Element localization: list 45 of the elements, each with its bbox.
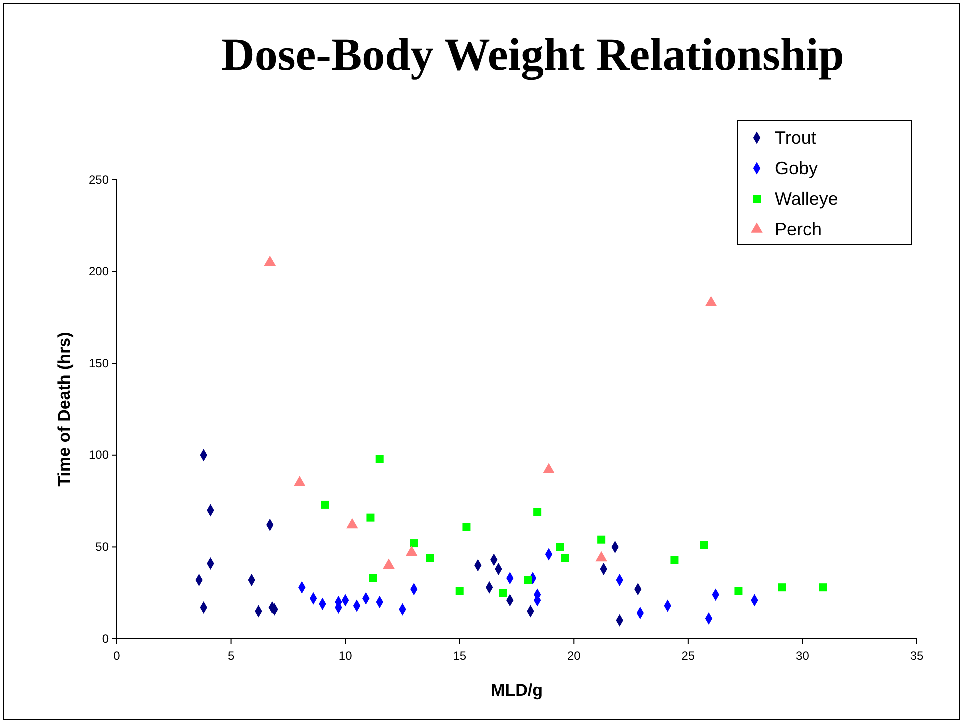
point bbox=[778, 584, 786, 592]
x-tick-label: 25 bbox=[682, 649, 696, 664]
legend-label: Goby bbox=[775, 158, 818, 178]
x-tick-label: 10 bbox=[338, 649, 353, 664]
y-tick-label: 50 bbox=[96, 540, 110, 554]
point bbox=[819, 584, 828, 592]
x-tick-label: 5 bbox=[228, 649, 235, 664]
point bbox=[264, 256, 276, 266]
point bbox=[556, 543, 564, 552]
point bbox=[366, 514, 375, 522]
point bbox=[346, 518, 358, 529]
point bbox=[456, 587, 464, 596]
y-tick-label: 200 bbox=[88, 264, 110, 279]
point bbox=[700, 541, 708, 550]
legend-label: Trout bbox=[775, 128, 816, 148]
point bbox=[561, 554, 569, 562]
point bbox=[705, 296, 718, 306]
y-tick-label: 100 bbox=[88, 448, 110, 462]
point bbox=[462, 523, 471, 532]
x-tick-label: 30 bbox=[796, 649, 810, 664]
y-tick-label: 250 bbox=[88, 172, 110, 187]
chart-title: Dose-Body Weight Relationship bbox=[222, 29, 844, 81]
point bbox=[426, 554, 434, 562]
point bbox=[543, 463, 555, 474]
y-tick-label: 0 bbox=[102, 632, 110, 646]
point bbox=[369, 574, 377, 582]
point bbox=[294, 476, 306, 486]
x-tick-label: 35 bbox=[910, 649, 924, 664]
point bbox=[410, 540, 418, 548]
point bbox=[524, 576, 532, 584]
x-tick-label: 20 bbox=[567, 649, 582, 664]
point bbox=[321, 500, 329, 509]
point bbox=[598, 536, 606, 544]
y-axis-title: Time of Death (hrs) bbox=[55, 332, 74, 487]
point bbox=[499, 589, 508, 598]
y-tick-label: 150 bbox=[88, 356, 110, 370]
point bbox=[376, 455, 384, 464]
legend-label: Perch bbox=[775, 220, 822, 240]
x-tick-label: 15 bbox=[453, 649, 467, 664]
point bbox=[734, 587, 743, 596]
point bbox=[534, 508, 542, 516]
legend-label: Walleye bbox=[775, 189, 838, 209]
x-axis-title: MLD/g bbox=[491, 681, 543, 700]
x-tick-label: 0 bbox=[114, 649, 121, 664]
point bbox=[670, 556, 679, 564]
